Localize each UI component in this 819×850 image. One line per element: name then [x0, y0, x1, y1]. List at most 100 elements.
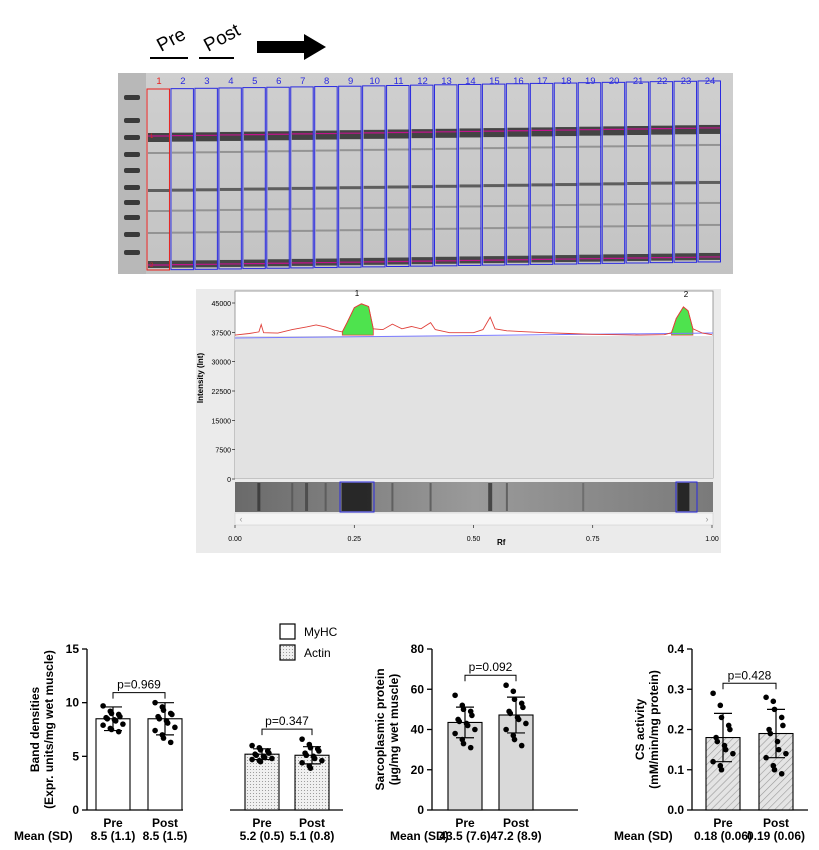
- dens-xtick-label: 0.25: [347, 536, 361, 543]
- lane-number: 17: [537, 76, 548, 87]
- lane-box-15[interactable]: [481, 83, 506, 266]
- band-mark-1: 1: [150, 134, 154, 140]
- lane-box-1[interactable]: [146, 88, 170, 271]
- gel-band: [411, 148, 434, 151]
- strip-band: [257, 483, 261, 511]
- gel-band: [291, 229, 314, 232]
- data-point: [303, 752, 310, 759]
- lane-box-20[interactable]: [601, 81, 626, 264]
- lane-box-19[interactable]: [577, 82, 602, 265]
- lane-box-11[interactable]: [386, 85, 410, 267]
- lane-box-18[interactable]: [553, 82, 578, 265]
- gel-band: [171, 209, 194, 212]
- lane-box-6[interactable]: [266, 86, 290, 269]
- scroll-left-icon[interactable]: ‹: [240, 514, 243, 524]
- gel-band: [315, 207, 338, 210]
- lane-box-21[interactable]: [625, 81, 650, 264]
- data-point: [104, 715, 111, 722]
- horizontal-scrollbar[interactable]: [234, 512, 714, 526]
- p-value: p=0.347: [265, 714, 309, 728]
- gel-band: [675, 181, 698, 185]
- data-point: [520, 704, 526, 711]
- x-tick-label: Pre: [252, 816, 272, 830]
- strip-peak-1-box: [339, 481, 375, 513]
- gel-band: [291, 207, 314, 210]
- lane-number: 22: [657, 76, 668, 87]
- scroll-right-icon[interactable]: ›: [706, 514, 709, 524]
- data-point: [467, 744, 474, 751]
- gel-band: [339, 149, 362, 152]
- y-tick-label: 40: [411, 723, 425, 737]
- data-point: [311, 755, 318, 762]
- gel-band: [627, 203, 650, 205]
- right-arrow-icon: [257, 34, 326, 60]
- lane-box-12[interactable]: [410, 84, 434, 267]
- gel-band: [483, 205, 506, 208]
- gel-band: [675, 224, 698, 227]
- lane-box-23[interactable]: [673, 80, 698, 263]
- gel-band: [387, 148, 410, 151]
- lane-box-8[interactable]: [314, 86, 338, 269]
- dens-xlabel: Rf: [497, 538, 506, 547]
- chart-cs-activity: 0.0 0.1 0.2 0.3 0.4 CS activity (mM/min/mg pro…: [633, 642, 808, 843]
- lane-box-14[interactable]: [457, 83, 482, 266]
- gel-band: [339, 186, 362, 190]
- gel-band: [291, 130, 314, 140]
- gel-band: [243, 230, 266, 233]
- y-tick-label: 5: [72, 749, 79, 763]
- lane-box-10[interactable]: [362, 85, 386, 268]
- lane-box-4[interactable]: [218, 87, 242, 270]
- bar-post: [147, 718, 183, 811]
- y-axis-label: Band densities: [28, 687, 42, 773]
- data-point: [152, 699, 158, 706]
- lane-box-22[interactable]: [649, 81, 674, 264]
- gel-band: [387, 228, 410, 231]
- y-tick-label: 15: [66, 642, 80, 656]
- gel-header: Pre Post: [150, 20, 326, 60]
- gel-band: [651, 144, 674, 147]
- lane-number: 14: [465, 76, 476, 87]
- lane-box-24[interactable]: [697, 80, 722, 263]
- legend-label-myhc: MyHC: [304, 625, 338, 639]
- dens-ylabel: Intensity (Int): [196, 353, 205, 404]
- gel-band: [627, 126, 650, 135]
- gel-band: [267, 150, 290, 153]
- gel-band: [315, 229, 338, 232]
- data-point: [156, 715, 163, 722]
- mean-sd-value: 5.2 (0.5): [240, 829, 285, 843]
- lane-number: 2: [180, 76, 185, 87]
- y-axis-label: (µg/mg wet muscle): [387, 674, 401, 786]
- strip-band: [505, 483, 508, 511]
- lane-box-17[interactable]: [529, 82, 554, 265]
- gel-band: [555, 204, 578, 207]
- lane-box-16[interactable]: [505, 83, 530, 266]
- data-point: [780, 722, 786, 729]
- lane-number: 8: [324, 76, 329, 87]
- lane-box-9[interactable]: [338, 85, 362, 268]
- legend: MyHC Actin: [279, 623, 338, 661]
- gel-band: [148, 232, 170, 234]
- gel-band: [459, 227, 482, 230]
- lane-box-13[interactable]: [434, 84, 458, 267]
- data-point: [257, 758, 264, 765]
- data-point: [100, 703, 106, 709]
- data-point: [718, 766, 725, 773]
- data-point: [456, 718, 463, 725]
- data-point: [117, 713, 123, 720]
- mean-sd-value: 5.1 (0.8): [290, 829, 335, 843]
- gel-band: [171, 188, 194, 192]
- strip-band: [391, 483, 394, 511]
- gel-band: [531, 204, 554, 207]
- significance-bracket: [464, 674, 517, 682]
- lane-box-5[interactable]: [242, 87, 266, 270]
- gel-band: [603, 203, 626, 206]
- lane-box-7[interactable]: [290, 86, 314, 269]
- intensity-trace: [234, 303, 713, 336]
- gel-band: [459, 147, 482, 150]
- ladder-band: [124, 215, 140, 220]
- gel-band: [387, 185, 410, 189]
- gel-band: [267, 187, 290, 191]
- gel-band: [363, 206, 386, 209]
- lane-box-2[interactable]: [170, 88, 194, 271]
- lane-box-3[interactable]: [194, 87, 218, 270]
